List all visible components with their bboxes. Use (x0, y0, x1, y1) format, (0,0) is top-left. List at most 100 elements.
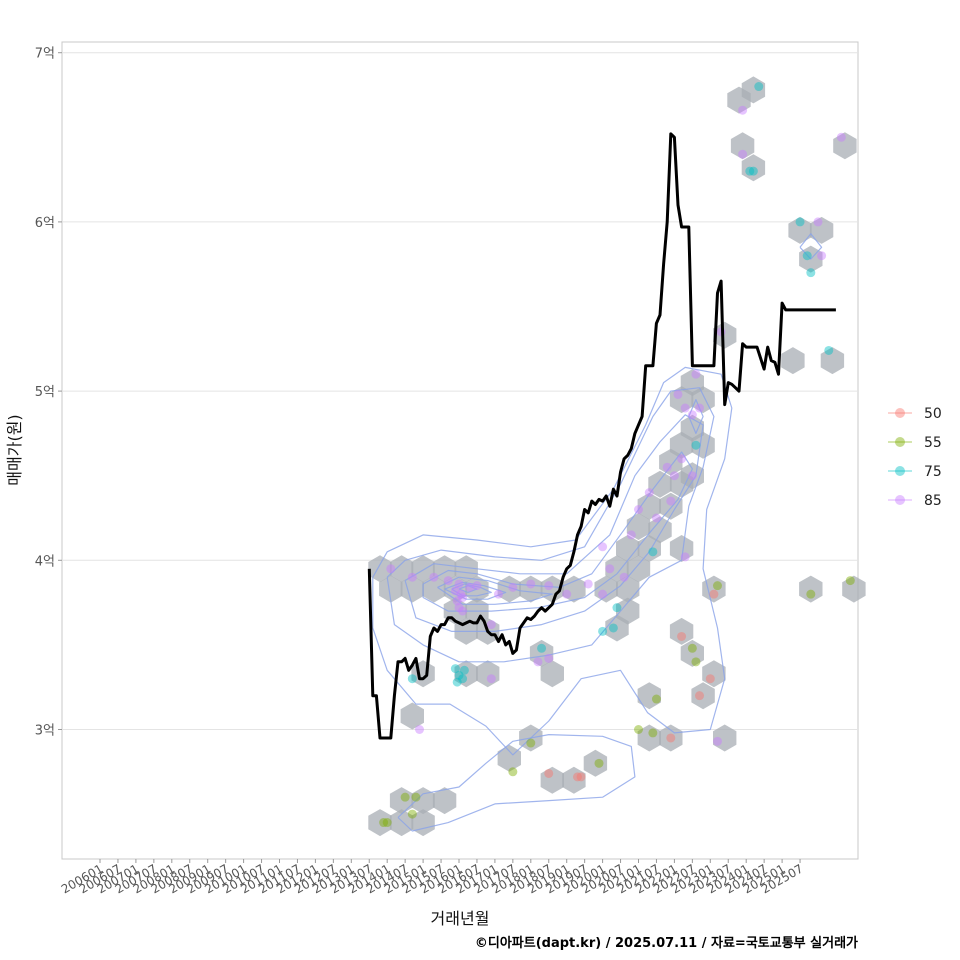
hexbin-cell (562, 575, 586, 603)
scatter-point (813, 217, 823, 227)
scatter-point (651, 694, 661, 704)
scatter-point (626, 530, 636, 540)
scatter-point (533, 657, 543, 667)
hexbin-cell (842, 575, 866, 603)
y-tick-label: 7억 (35, 47, 55, 62)
scatter-point (666, 733, 676, 743)
legend-key-point (895, 495, 905, 505)
hexbin-cell (594, 575, 618, 603)
scatter-point (802, 251, 812, 261)
scatter-point (544, 653, 554, 663)
hexbin-cell (713, 321, 737, 349)
hexbin-cell (616, 535, 640, 562)
scatter-point (493, 589, 503, 599)
scatter-point (508, 767, 518, 777)
scatter-point (712, 581, 722, 591)
hexbin-cell (713, 724, 737, 752)
scatter-point (806, 268, 816, 278)
scatter-point (544, 768, 554, 778)
hexbin-cell (411, 555, 435, 583)
hexbin-cell (799, 575, 823, 603)
density-contour (422, 451, 693, 612)
scatter-point (386, 564, 396, 574)
scatter-point (712, 736, 722, 746)
scatter-point (738, 105, 748, 115)
scatter-point (407, 809, 417, 819)
hexbin-cell (669, 617, 694, 645)
scatter-point (795, 217, 805, 227)
scatter-point (594, 758, 604, 768)
scatter-point (605, 564, 615, 574)
scatter-point (836, 132, 846, 142)
scatter-point (619, 572, 629, 582)
hexbin-cell (680, 639, 704, 667)
y-axis-ticks: 3억 4억 5억 6억 7억 (35, 47, 62, 739)
density-contour (458, 585, 478, 593)
scatter-point (806, 589, 816, 599)
scatter-point (458, 606, 468, 616)
y-tick-label: 5억 (35, 385, 55, 400)
scatter-point (562, 589, 572, 599)
hexbin-cell (400, 575, 424, 603)
median-price-path (367, 132, 836, 740)
scatter-point (598, 589, 608, 599)
hexbin-cell (476, 660, 500, 688)
scatter-point (748, 166, 758, 176)
hexbin-cell (540, 766, 564, 794)
scatter-point (644, 488, 654, 498)
scatter-point (745, 166, 755, 176)
scatter-point (845, 576, 855, 586)
scatter-point (454, 579, 464, 589)
legend-label: 55 (924, 435, 942, 451)
hexbin-cell (519, 575, 543, 603)
scatter-point (537, 643, 547, 653)
scatter-point (687, 471, 697, 481)
scatter-point (634, 725, 643, 734)
scatter-point (454, 670, 464, 680)
hexbin-cell (368, 809, 392, 837)
scatter-point (459, 665, 469, 675)
hexbin-cell (669, 470, 694, 498)
hexbin-cell (454, 660, 478, 688)
hexbin-cell (454, 555, 478, 583)
scatter-point (407, 674, 417, 684)
scatter-point (662, 462, 672, 472)
legend-key-point (895, 437, 905, 447)
hexbin-cell (730, 132, 755, 160)
hexbin-cell (727, 86, 751, 114)
scatter-point (687, 643, 697, 653)
scatter-point (709, 589, 719, 599)
scatter-point (450, 586, 460, 596)
hexbin-cell (497, 744, 521, 772)
hexbin-cell (659, 492, 683, 520)
scatter-point (691, 657, 701, 667)
scatter-point (680, 403, 690, 413)
scatter-points (379, 82, 855, 828)
density-contour (372, 366, 733, 756)
hexbin-cell (702, 575, 726, 603)
scatter-point (608, 623, 618, 633)
hexbin-cell (702, 660, 726, 688)
scatter-point (576, 772, 586, 782)
scatter-point (454, 603, 464, 613)
scatter-point (648, 547, 658, 557)
scatter-point (651, 513, 661, 523)
caption: ©디아파트(dapt.kr) / 2025.07.11 / 자료=국토교통부 실… (475, 935, 858, 951)
hexbin-cell (583, 749, 608, 777)
hexbin-cell (379, 575, 403, 603)
hexbin-cell (389, 555, 414, 583)
scatter-point (738, 149, 748, 159)
scatter-point (695, 403, 705, 413)
scatter-point (673, 389, 683, 399)
hexbin-cell (833, 132, 857, 160)
scatter-point (452, 677, 462, 687)
hexbin-cell (659, 448, 683, 476)
scatter-point (648, 728, 658, 738)
scatter-point (379, 818, 389, 828)
hexbin-cell (788, 216, 812, 244)
hexbin-cell (637, 492, 661, 520)
hexbin-cell (389, 787, 414, 815)
hexbin-cell (540, 660, 564, 688)
scatter-point (691, 440, 701, 450)
scatter-point (486, 620, 496, 630)
